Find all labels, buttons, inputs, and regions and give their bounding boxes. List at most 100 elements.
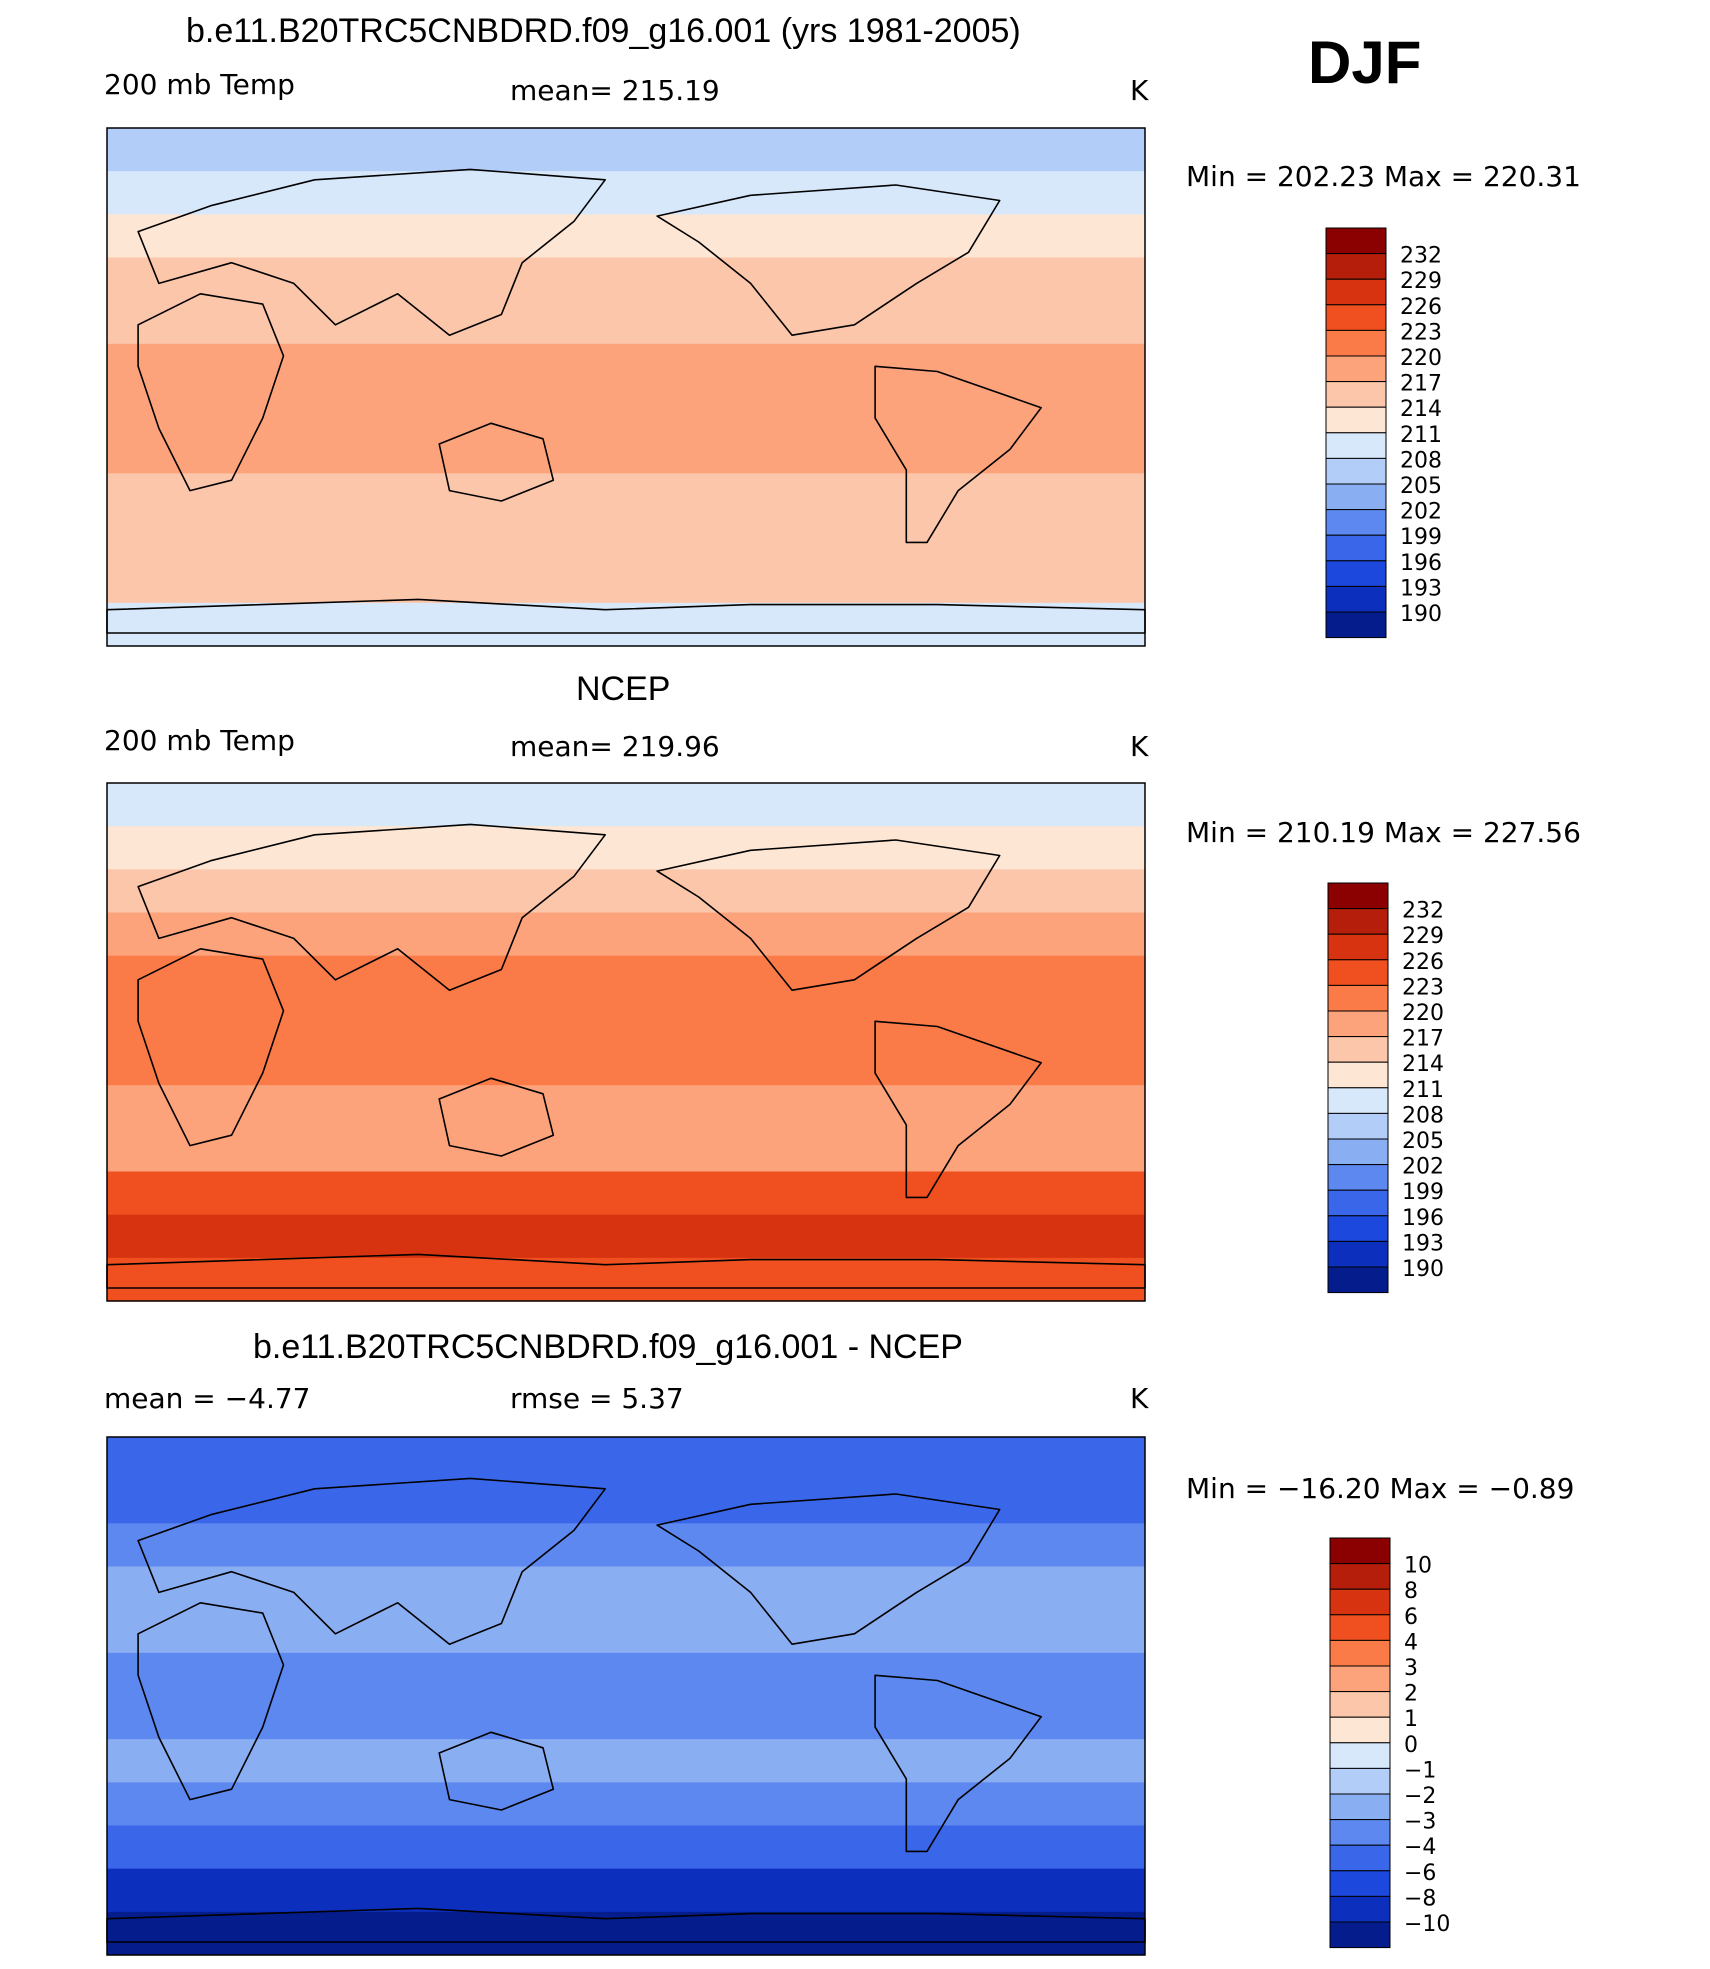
- panel-1-colorbar-tick-label: 193: [1400, 576, 1442, 601]
- panel-3-zonal-band: [107, 1480, 1145, 1524]
- panel-3-colorbar-swatch: [1329, 1844, 1391, 1872]
- panel-1-colorbar-tick-label: 211: [1400, 423, 1442, 448]
- panel-1-zonal-band: [107, 387, 1145, 431]
- panel-3-colorbar-swatch: [1329, 1921, 1391, 1949]
- panel-3-colorbar-tick-label: 1: [1404, 1707, 1418, 1732]
- panel-1-colorbar-tick-label: 199: [1400, 525, 1442, 550]
- panel-3-map: [106, 1436, 1146, 1956]
- panel-3-colorbar-tick-label: −6: [1404, 1861, 1436, 1886]
- panel-3-zonal-band: [107, 1782, 1145, 1826]
- panel-2-coastline-africa: [137, 947, 285, 1147]
- panel-1-mean-label: mean= 215.19: [510, 74, 720, 107]
- panel-1-zonal-band: [107, 257, 1145, 302]
- panel-1-zonal-band: [107, 473, 1145, 517]
- panel-3-zonal-band: [107, 1868, 1145, 1913]
- panel-1-colorbar-swatch: [1325, 304, 1387, 331]
- panel-2-colorbar: 2322292262232202172142112082052021991961…: [1327, 882, 1444, 1294]
- panel-2-colorbar-swatch: [1327, 959, 1389, 986]
- panel-3-colorbar-tick-label: −10: [1404, 1912, 1450, 1937]
- panel-1-minmax: Min = 202.23 Max = 220.31: [1186, 160, 1581, 193]
- panel-3-zonal-band: [107, 1696, 1145, 1740]
- panel-2-colorbar-tick-label: 232: [1402, 899, 1444, 924]
- panel-2-colorbar-tick-label: 223: [1402, 975, 1444, 1000]
- panel-3-coastline-australia: [438, 1731, 555, 1811]
- panel-2-colorbar-swatch: [1327, 1036, 1389, 1063]
- panel-1-variable-label: 200 mb Temp: [104, 68, 295, 101]
- panel-3-coastline-antarctica: [106, 1907, 1146, 1943]
- panel-3-zonal-band: [107, 1523, 1145, 1567]
- panel-2-coastline-south-america: [874, 1020, 1042, 1199]
- panel-2-title: NCEP: [576, 670, 671, 708]
- panel-1-coastline-eurasia: [137, 168, 607, 337]
- panel-2-zonal-band: [107, 826, 1145, 870]
- panel-3-colorbar-swatch: [1329, 1691, 1391, 1718]
- panel-1-colorbar-swatch: [1325, 509, 1387, 536]
- panel-2-zonal-band: [107, 869, 1145, 913]
- panel-2-colorbar-swatch: [1327, 1138, 1389, 1166]
- panel-1-colorbar-swatch: [1325, 406, 1387, 434]
- panel-3-colorbar-swatch: [1329, 1767, 1391, 1795]
- panel-2-colorbar-tick-label: 196: [1402, 1206, 1444, 1231]
- panel-3-zonal-band: [107, 1566, 1145, 1611]
- panel-3-minmax: Min = −16.20 Max = −0.89: [1186, 1472, 1575, 1505]
- panel-3-colorbar-tick-label: 0: [1404, 1733, 1418, 1758]
- panel-1-zonal-band: [107, 559, 1145, 604]
- panel-1-colorbar-swatch: [1325, 278, 1387, 306]
- panel-2-colorbar-tick-label: 229: [1402, 924, 1444, 949]
- panel-1-map: [106, 127, 1146, 647]
- panel-2-colorbar-swatch: [1327, 1240, 1389, 1268]
- panel-2-colorbar-tick-label: 220: [1402, 1001, 1444, 1026]
- panel-3-colorbar-swatch: [1329, 1870, 1391, 1897]
- panel-2-colorbar-swatch: [1327, 1164, 1389, 1191]
- panel-2-colorbar-swatch: [1327, 1215, 1389, 1242]
- panel-2-coastline-antarctica: [106, 1253, 1146, 1289]
- panel-2-units: K: [1130, 730, 1149, 763]
- panel-3-colorbar-tick-label: −4: [1404, 1835, 1436, 1860]
- panel-2-zonal-band: [107, 1128, 1145, 1172]
- panel-3-colorbar-swatch: [1329, 1563, 1391, 1590]
- panel-3-colorbar-swatch: [1329, 1614, 1391, 1641]
- panel-1-colorbar-swatch: [1325, 457, 1387, 485]
- panel-1-colorbar-tick-label: 196: [1400, 551, 1442, 576]
- panel-2-mean-label: mean= 219.96: [510, 730, 720, 763]
- panel-3-coastline-africa: [137, 1602, 285, 1801]
- panel-2-coastline-eurasia: [137, 823, 607, 992]
- season-label: DJF: [1308, 29, 1422, 96]
- panel-1-colorbar-tick-label: 232: [1400, 244, 1442, 269]
- panel-3-colorbar-swatch: [1329, 1588, 1391, 1616]
- panel-2-coastline-north-america: [656, 839, 1001, 992]
- panel-1-zonal-band: [107, 602, 1145, 647]
- panel-1-colorbar-tick-label: 223: [1400, 320, 1442, 345]
- panel-1-colorbar-swatch: [1325, 483, 1387, 511]
- panel-3-zonal-band: [107, 1652, 1145, 1697]
- panel-1-coastline-africa: [137, 292, 285, 492]
- panel-3-zonal-band: [107, 1911, 1145, 1956]
- panel-1-colorbar-swatch: [1325, 227, 1387, 255]
- panel-1-colorbar-swatch: [1325, 329, 1387, 357]
- panel-3-rmse-label: rmse = 5.37: [510, 1382, 684, 1415]
- panel-3-colorbar-swatch: [1329, 1716, 1391, 1744]
- panel-1-units: K: [1130, 74, 1149, 107]
- panel-2-colorbar-tick-label: 205: [1402, 1129, 1444, 1154]
- panel-1-coastline-north-america: [656, 184, 1001, 337]
- panel-3-coastline-eurasia: [137, 1477, 607, 1645]
- panel-2-zonal-band: [107, 955, 1145, 1000]
- panel-3-colorbar-swatch: [1329, 1819, 1391, 1846]
- panel-3-colorbar-tick-label: 6: [1404, 1605, 1418, 1630]
- panel-1-colorbar-tick-label: 217: [1400, 372, 1442, 397]
- panel-3-colorbar-swatch: [1329, 1639, 1391, 1667]
- panel-1-colorbar-swatch: [1325, 355, 1387, 383]
- panel-2-colorbar-tick-label: 208: [1402, 1103, 1444, 1128]
- panel-2-colorbar-swatch: [1327, 1266, 1389, 1294]
- panel-3-zonal-band: [107, 1609, 1145, 1654]
- panel-1-colorbar-swatch: [1325, 534, 1387, 562]
- panel-2-zonal-band: [107, 1085, 1145, 1129]
- panel-1-map-frame: [106, 127, 1146, 647]
- panel-2-colorbar-swatch: [1327, 933, 1389, 961]
- panel-1-zonal-band: [107, 343, 1145, 388]
- panel-1-zonal-band: [107, 430, 1145, 474]
- panel-3-colorbar-tick-label: 4: [1404, 1630, 1418, 1655]
- panel-1-coastline-australia: [438, 422, 555, 502]
